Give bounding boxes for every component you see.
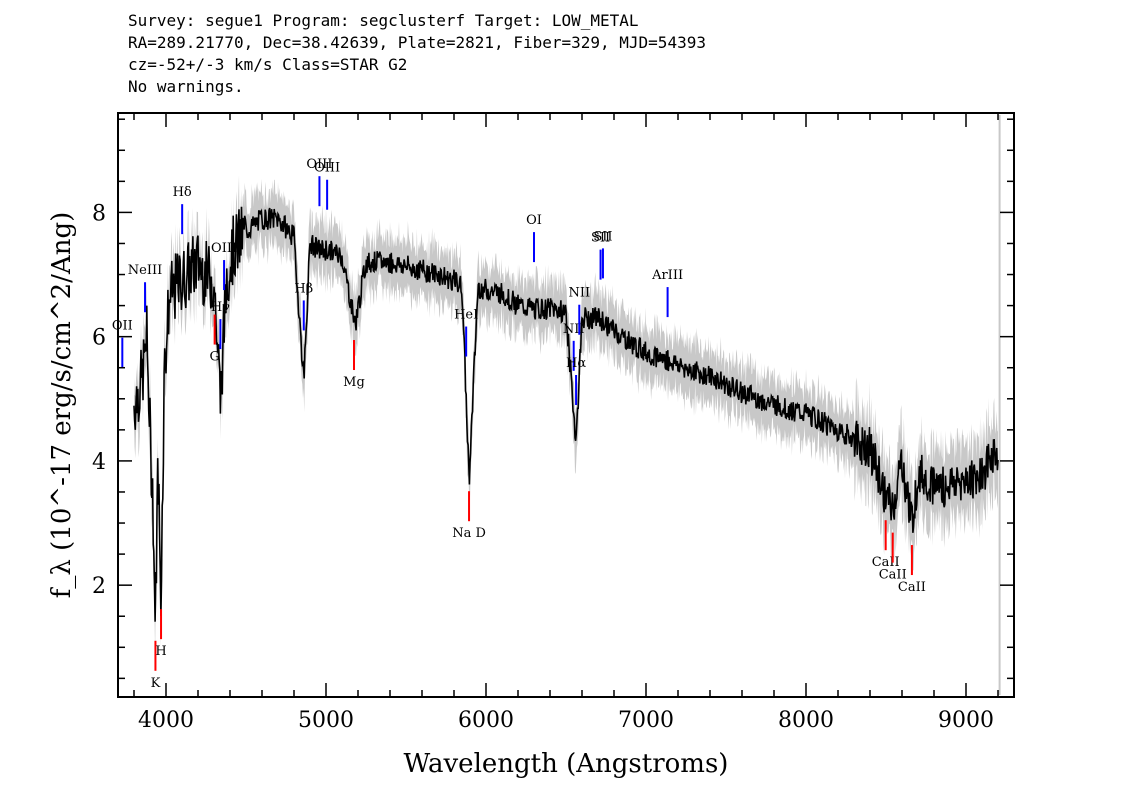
x-tick-label: 5000 — [298, 708, 354, 733]
y-tick-label: 4 — [92, 450, 106, 475]
y-tick-label: 2 — [92, 574, 106, 599]
x-tick-label: 8000 — [778, 708, 834, 733]
axis-ticks-layer: 4000 5000 6000 7000 8000 9000 2 4 6 8 — [92, 113, 1014, 733]
emission-line-label: OII — [112, 319, 133, 334]
spectrum-header: Survey: segue1 Program: segclusterf Targ… — [128, 10, 706, 98]
emission-line-label: OIII — [314, 161, 340, 176]
x-axis-title: Wavelength (Angstroms) — [404, 749, 729, 779]
header-redshift-line: cz=-52+/-3 km/s Class=STAR G2 — [128, 55, 408, 74]
emission-line-label: Hδ — [173, 185, 192, 200]
absorption-line-label: H — [155, 644, 166, 659]
y-axis-title: f_λ (10^-17 erg/s/cm^2/Ang) — [47, 212, 77, 598]
emission-line-label: Hγ — [211, 300, 230, 315]
emission-line-label: ArIII — [651, 268, 683, 283]
emission-line-label: NII — [568, 286, 590, 301]
header-survey-line: Survey: segue1 Program: segclusterf Targ… — [128, 11, 639, 30]
absorption-line-label: Na D — [452, 526, 486, 541]
error-band — [134, 175, 998, 654]
header-coordinates-line: RA=289.21770, Dec=38.42639, Plate=2821, … — [128, 33, 706, 52]
emission-line-label: OIII — [211, 241, 237, 256]
absorption-line-label: Mg — [343, 375, 365, 390]
absorption-line-label: CaII — [898, 580, 926, 595]
error-band-layer — [134, 115, 1001, 695]
x-tick-label: 9000 — [938, 708, 994, 733]
x-tick-label: 6000 — [458, 708, 514, 733]
emission-line-label: NII — [563, 322, 585, 337]
x-tick-label: 4000 — [138, 708, 194, 733]
series-layer — [133, 206, 999, 622]
x-tick-label: 7000 — [618, 708, 674, 733]
emission-line-label: OIII — [306, 157, 332, 172]
emission-line-label: Hα — [566, 356, 586, 371]
spectral-lines-layer: OIINeIIIHδHγOIIIHβOIIIOIIIHeIOINIIHαNIIS… — [112, 157, 926, 691]
emission-line-label: OI — [526, 213, 542, 228]
emission-line-label: SII — [593, 229, 612, 244]
emission-line-label: NeIII — [128, 263, 162, 278]
header-warnings-line: No warnings. — [128, 77, 244, 96]
emission-line-label: HeI — [454, 308, 478, 323]
spectrum-line — [133, 206, 999, 622]
absorption-line-label: CaII — [879, 568, 907, 583]
y-tick-label: 8 — [92, 201, 106, 226]
absorption-line-label: K — [151, 676, 161, 691]
plot-frame — [117, 112, 1015, 698]
emission-line-label: Hβ — [294, 281, 313, 296]
emission-line-label: SII — [591, 231, 610, 246]
y-tick-label: 6 — [92, 326, 106, 351]
absorption-line-label: G — [209, 350, 219, 365]
